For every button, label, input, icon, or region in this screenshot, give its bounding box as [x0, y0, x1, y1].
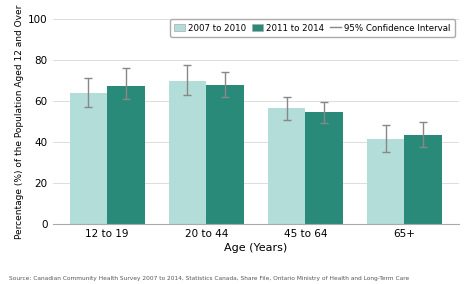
Bar [70, 93, 107, 224]
Text: Source: Canadian Community Health Survey 2007 to 2014, Statistics Canada, Share : Source: Canadian Community Health Survey… [9, 276, 410, 281]
Bar [367, 139, 404, 224]
Bar [305, 112, 343, 224]
Bar [404, 135, 442, 224]
Bar [169, 81, 206, 224]
Y-axis label: Percentage (%) of the Population Aged 12 and Over: Percentage (%) of the Population Aged 12… [15, 5, 24, 239]
Bar [268, 108, 305, 224]
Bar [107, 86, 145, 224]
Legend: 2007 to 2010, 2011 to 2014, 95% Confidence Interval: 2007 to 2010, 2011 to 2014, 95% Confiden… [170, 19, 455, 37]
Bar [206, 85, 244, 224]
X-axis label: Age (Years): Age (Years) [224, 243, 287, 253]
